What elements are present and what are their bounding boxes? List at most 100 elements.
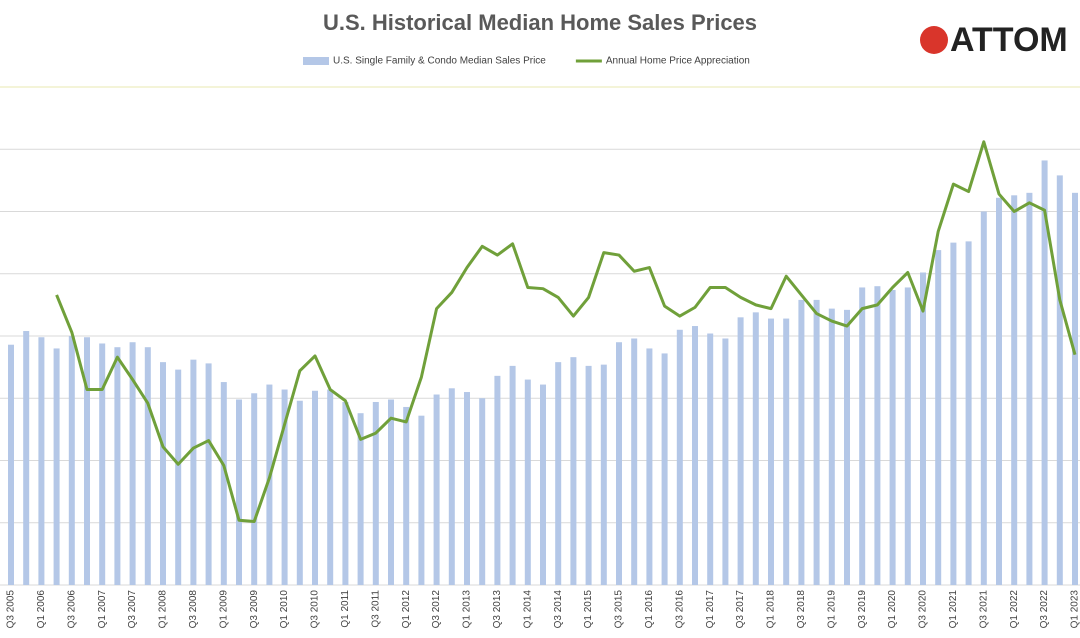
bar [874, 286, 881, 585]
bar [707, 333, 714, 585]
bar [540, 384, 546, 585]
bar [965, 241, 972, 585]
x-tick-label: Q1 2018 [766, 590, 777, 629]
bar [84, 337, 90, 585]
x-tick-label: Q3 2018 [796, 590, 807, 629]
x-tick-label: Q1 2008 [158, 590, 169, 629]
x-tick-label: Q1 2013 [462, 590, 473, 629]
bar [236, 399, 242, 585]
logo-icon [920, 26, 948, 54]
bar [357, 413, 364, 585]
x-tick-label: Q3 2005 [6, 590, 17, 629]
x-tick-label: Q3 2017 [735, 590, 746, 629]
bar [220, 382, 227, 585]
bar [950, 242, 957, 585]
bar [296, 400, 303, 585]
bar [1011, 195, 1018, 585]
logo-text: ATTOM [950, 21, 1068, 59]
bar [570, 357, 577, 585]
chart-title: U.S. Historical Median Home Sales Prices [323, 10, 757, 35]
bar [798, 299, 805, 585]
x-tick-label: Q3 2016 [674, 590, 685, 629]
x-tick-label: Q3 2010 [310, 590, 321, 629]
bar [631, 338, 638, 585]
bar [1026, 192, 1033, 585]
bar [1041, 160, 1048, 585]
bar [844, 309, 850, 585]
x-tick-label: Q1 2015 [583, 590, 594, 629]
bar [646, 348, 653, 585]
bar [388, 399, 394, 585]
x-tick-label: Q3 2022 [1039, 590, 1050, 629]
bar [509, 365, 516, 585]
bar [312, 390, 318, 585]
x-tick-label: Q1 2019 [826, 590, 837, 629]
x-tick-label: Q3 2015 [614, 590, 625, 629]
bar [600, 364, 607, 585]
bar [585, 365, 592, 585]
x-tick-label: Q3 2008 [188, 590, 199, 629]
bar [1056, 175, 1063, 585]
logo: ATTOM [920, 21, 1068, 59]
bar [342, 401, 349, 585]
x-tick-label: Q1 2021 [948, 590, 959, 629]
x-tick-label: Q3 2006 [66, 590, 77, 629]
bar [8, 344, 14, 585]
bar [555, 362, 562, 585]
bar [114, 347, 121, 585]
bar [448, 388, 455, 585]
bar [251, 393, 258, 585]
x-tick-label: Q3 2009 [249, 590, 260, 629]
bar [813, 299, 820, 585]
bar [479, 398, 486, 585]
bar [418, 415, 425, 585]
x-tick-label: Q3 2013 [492, 590, 503, 629]
x-tick-label: Q1 2011 [340, 590, 351, 628]
x-tick-label: Q1 2014 [522, 590, 533, 629]
bar [752, 312, 759, 585]
bar [160, 362, 166, 585]
bar [99, 343, 106, 585]
bar [190, 359, 197, 585]
bar [129, 342, 136, 585]
bar [676, 329, 683, 585]
bar [980, 211, 987, 585]
x-tick-label: Q1 2009 [218, 590, 229, 629]
x-tick-label: Q3 2020 [918, 590, 929, 629]
bar [828, 308, 835, 585]
x-tick-label: Q1 2012 [401, 590, 412, 629]
bar [23, 331, 30, 585]
bar [266, 384, 273, 585]
x-tick-label: Q1 2022 [1009, 590, 1020, 629]
x-tick-label: Q1 2007 [97, 590, 108, 629]
bar [935, 250, 942, 585]
bar [464, 392, 470, 585]
bar [524, 379, 531, 585]
bar [616, 342, 622, 585]
legend-swatch [303, 57, 329, 65]
x-tick-label: Q3 2011 [370, 590, 381, 628]
x-tick-label: Q3 2007 [127, 590, 138, 629]
bar [281, 389, 288, 585]
x-tick-label: Q1 2020 [887, 590, 898, 629]
legend: U.S. Single Family & Condo Median Sales … [303, 56, 750, 67]
bar [205, 363, 212, 585]
x-tick-label: Q3 2014 [553, 590, 564, 629]
x-tick-label: Q1 2016 [644, 590, 655, 629]
x-tick-label: Q3 2012 [431, 590, 442, 629]
x-tick-label: Q1 2006 [36, 590, 47, 629]
legend-label: Annual Home Price Appreciation [606, 56, 750, 67]
bar [904, 287, 911, 585]
bar [722, 338, 729, 585]
bar [327, 389, 334, 585]
bar [68, 336, 75, 585]
line [55, 140, 1077, 524]
bar [859, 287, 866, 585]
x-tick-label: Q1 2010 [279, 590, 290, 629]
bar [661, 353, 668, 585]
bar [433, 394, 440, 585]
bar [403, 406, 410, 585]
x-tick-label: Q1 2017 [705, 590, 716, 629]
